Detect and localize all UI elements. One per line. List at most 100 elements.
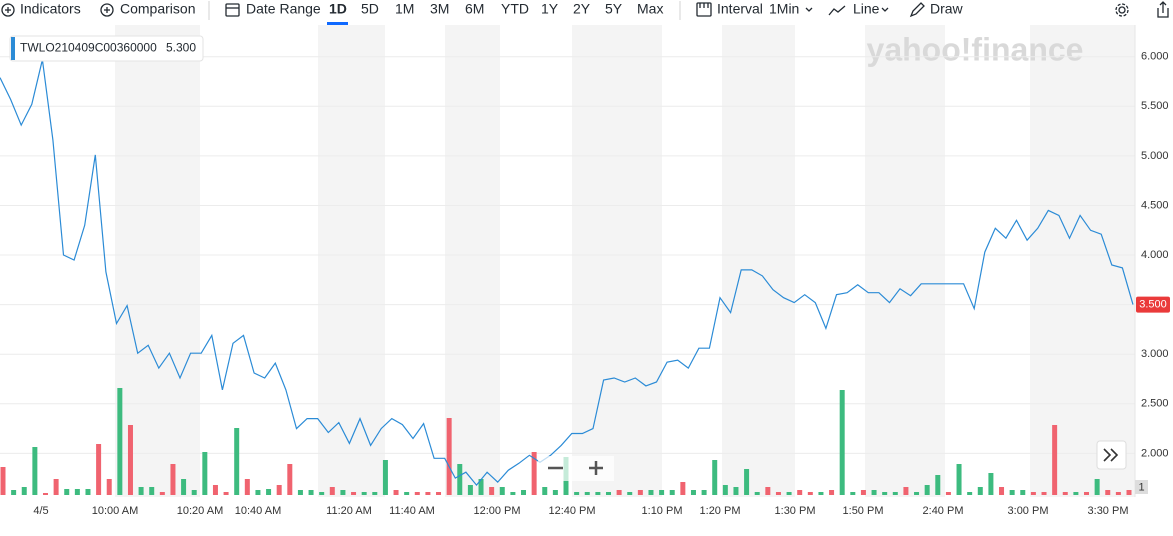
range-button[interactable]: 1D <box>329 1 347 17</box>
volume-bar <box>1126 490 1132 495</box>
scroll-right[interactable] <box>1096 440 1127 470</box>
x-tick-label: 10:20 AM <box>177 505 223 517</box>
volume-bar <box>892 492 898 495</box>
volume-bar <box>924 485 930 495</box>
volume-bar <box>191 490 197 495</box>
tooltip-value: 5.300 <box>166 41 196 55</box>
volume-bar <box>21 487 27 495</box>
volume-bar <box>96 444 102 495</box>
volume-bar <box>542 487 548 495</box>
range-button[interactable]: 2Y <box>573 1 591 17</box>
volume-bar <box>945 492 951 495</box>
volume-bar <box>149 487 155 495</box>
volume-bar <box>914 492 920 495</box>
x-tick-label: 11:20 AM <box>326 505 372 517</box>
volume-bar <box>32 447 38 495</box>
range-button[interactable]: YTD <box>501 1 529 17</box>
volume-bar <box>276 485 282 495</box>
volume-bar <box>977 487 983 495</box>
volume-bar <box>202 452 208 495</box>
volume-bar <box>595 492 601 495</box>
interval-label[interactable]: Interval <box>717 1 763 17</box>
volume-bar <box>234 428 240 495</box>
volume-bar <box>1030 492 1036 495</box>
range-button[interactable]: 3M <box>430 1 449 17</box>
x-tick-label: 10:00 AM <box>92 505 138 517</box>
x-tick-label: 12:40 PM <box>548 505 595 517</box>
volume-bar <box>903 487 909 495</box>
volume-bar <box>1009 490 1015 495</box>
volume-bar <box>393 490 399 495</box>
volume-bar <box>1073 492 1079 495</box>
toolbar-labels: Indicators Comparison Date Range Interva… <box>20 1 964 25</box>
volume-bar <box>127 425 133 495</box>
volume-bar <box>436 492 442 495</box>
volume-bar <box>680 482 686 495</box>
volume-bar <box>478 479 484 495</box>
badge-box <box>1135 480 1148 494</box>
range-button[interactable]: 6M <box>465 1 484 17</box>
volume-bar <box>871 490 877 495</box>
session-bands <box>115 25 1135 497</box>
volume-bar <box>775 492 781 495</box>
volume-bar <box>1084 492 1090 495</box>
volume-bar <box>351 492 357 495</box>
volume-bar <box>117 388 123 495</box>
volume-bar <box>287 464 293 495</box>
range-button[interactable]: 5Y <box>605 1 623 17</box>
x-tick-label: 1:50 PM <box>843 505 884 517</box>
volume-bar <box>584 492 590 495</box>
range-button[interactable]: 1M <box>395 1 414 17</box>
volume-bar <box>42 493 48 495</box>
badge: 1 <box>1138 481 1144 493</box>
session-band <box>318 25 385 497</box>
volume-bar <box>319 492 325 495</box>
chart-style-button[interactable]: Line <box>853 1 880 17</box>
volume-bar <box>266 489 272 495</box>
volume-bar <box>999 487 1005 495</box>
volume-bar <box>1052 425 1058 495</box>
indicators-button[interactable]: Indicators <box>20 1 81 17</box>
volume-bar <box>521 490 527 495</box>
volume-bar <box>372 492 378 495</box>
y-tick-label: 6.000 <box>1141 51 1169 63</box>
volume-bar <box>404 492 410 495</box>
comparison-button[interactable]: Comparison <box>120 1 195 17</box>
volume-bar <box>1094 479 1100 495</box>
volume-bar <box>64 489 70 495</box>
y-tick-label: 4.500 <box>1141 199 1169 211</box>
y-tick-label: 5.000 <box>1141 150 1169 162</box>
toolbar <box>1 1 1169 20</box>
volume-bar <box>340 490 346 495</box>
volume-bar <box>765 487 771 495</box>
range-button[interactable]: 1Y <box>541 1 559 17</box>
range-button[interactable]: Max <box>637 1 663 17</box>
volume-bar <box>637 490 643 495</box>
draw-button[interactable]: Draw <box>930 1 964 17</box>
zoom-controls[interactable] <box>538 456 614 481</box>
volume-bar <box>138 487 144 495</box>
date-range-button[interactable]: Date Range <box>246 1 321 17</box>
volume-bar <box>669 490 675 495</box>
volume-bar <box>860 490 866 495</box>
volume-bar <box>361 492 367 495</box>
x-tick-label: 10:40 AM <box>235 505 281 517</box>
volume-bar <box>457 464 463 495</box>
volume-bar <box>170 464 176 495</box>
y-tick-label: 4.000 <box>1141 249 1169 261</box>
volume-bar <box>574 492 580 495</box>
volume-bar <box>531 452 537 495</box>
volume-bar <box>1062 492 1068 495</box>
volume-bar <box>701 490 707 495</box>
session-band <box>572 25 662 497</box>
session-band <box>722 25 795 497</box>
volume-bar <box>11 490 17 495</box>
range-button[interactable]: 5D <box>361 1 379 17</box>
volume-bar <box>74 489 80 495</box>
x-tick-label: 2:40 PM <box>923 505 964 517</box>
interval-value[interactable]: 1Min <box>769 1 799 17</box>
x-tick-label: 11:40 AM <box>389 505 435 517</box>
plot: 2.000 2.500 3.000 3.500 4.000 4.500 5.000 5.500… <box>0 51 1169 517</box>
volume-bar <box>829 490 835 495</box>
session-band <box>865 25 945 497</box>
